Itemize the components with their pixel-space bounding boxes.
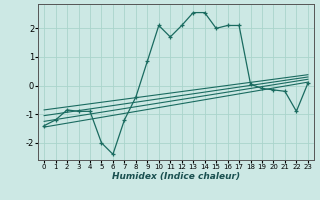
X-axis label: Humidex (Indice chaleur): Humidex (Indice chaleur) [112, 172, 240, 181]
